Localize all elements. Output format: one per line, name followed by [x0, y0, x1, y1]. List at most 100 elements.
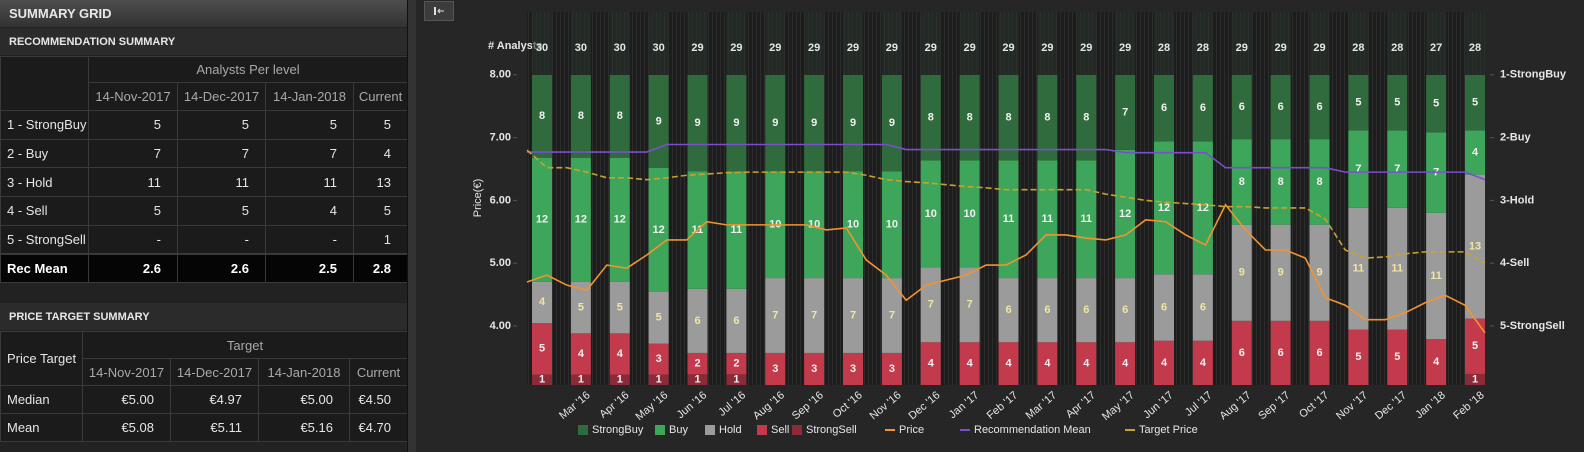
bar-segment	[648, 168, 669, 292]
analysts-count: 27	[1430, 42, 1442, 54]
analysts-count: 29	[808, 42, 820, 54]
bar-segment	[609, 281, 630, 334]
bar-value-label: 4	[1161, 357, 1168, 369]
bar-column-bg	[1154, 12, 1174, 75]
line-series	[527, 143, 1486, 181]
bar-value-label: 1	[617, 374, 623, 386]
bar-value-label: 6	[1278, 101, 1284, 113]
y-tick-label: 5.00	[490, 257, 511, 269]
value-cell: 5	[265, 110, 354, 140]
bar-value-label: 6	[1083, 304, 1089, 316]
analysts-label: # Analysts	[488, 40, 543, 52]
bar-segment	[998, 342, 1019, 385]
bar-column-bg	[648, 12, 669, 75]
bar-value-label: 5	[1355, 97, 1361, 109]
bar-value-label: 9	[772, 117, 778, 129]
value-cell: 11	[265, 167, 354, 198]
bar-value-label: 13	[1469, 241, 1481, 253]
bar-value-label: 6	[1122, 304, 1128, 316]
section-heading: PRICE TARGET SUMMARY	[0, 303, 407, 330]
bar-value-label: 11	[1430, 270, 1442, 282]
bar-segment	[1115, 149, 1136, 279]
analysts-count: 29	[1313, 42, 1325, 54]
line-series	[526, 203, 1486, 334]
bar-segment	[532, 374, 552, 385]
bar-segment	[726, 75, 747, 172]
bar-value-label: 6	[1161, 102, 1167, 114]
collapse-icon	[434, 7, 444, 15]
value-cell: 7	[177, 138, 266, 169]
bar-value-label: 7	[811, 309, 817, 321]
column-header: 14-Nov-2017	[88, 82, 178, 111]
bar-value-label: 6	[1044, 304, 1050, 316]
bar-column-bg	[532, 12, 552, 75]
value-cell: -	[177, 224, 266, 255]
bar-column-bg	[1309, 12, 1330, 75]
row-label: 5 - StrongSell	[0, 224, 89, 255]
bar-segment	[1154, 141, 1174, 275]
bar-value-label: 7	[967, 299, 973, 311]
y2-tick-label: 3-Hold	[1500, 194, 1534, 206]
value-cell: 11	[88, 167, 178, 198]
bar-value-label: 5	[1472, 340, 1478, 352]
bar-segment	[1154, 340, 1174, 385]
bar-segment	[532, 281, 552, 323]
bar-value-label: 6	[1161, 301, 1167, 313]
bar-segment	[687, 288, 708, 353]
bar-value-label: 9	[889, 117, 895, 129]
bar-segment	[532, 323, 552, 375]
x-tick-label: Jan '18	[1413, 389, 1448, 421]
bar-segment	[1076, 278, 1097, 343]
bar-value-label: 6	[1316, 347, 1322, 359]
bar-segment	[1037, 342, 1058, 385]
analysts-count: 29	[1002, 42, 1014, 54]
x-tick-label: Oct '17	[1297, 389, 1331, 420]
bar-value-label: 8	[1316, 176, 1322, 188]
legend-label: Hold	[719, 424, 742, 436]
x-tick-label: Nov '16	[868, 389, 904, 422]
x-tick-label: May '16	[633, 389, 670, 423]
value-cell: 4	[353, 138, 408, 169]
x-tick-label: Dec '16	[907, 389, 943, 422]
bar-value-label: 7	[1122, 106, 1128, 118]
bar-segment	[726, 288, 747, 353]
bar-value-label: 8	[1005, 112, 1011, 124]
bar-segment	[1465, 318, 1485, 374]
x-tick-label: Jul '17	[1183, 389, 1215, 418]
bar-value-label: 12	[536, 214, 548, 226]
bar-segment	[843, 278, 863, 353]
bar-value-label: 8	[578, 110, 584, 122]
analysts-count: 30	[575, 42, 587, 54]
bar-column-bg	[726, 12, 747, 75]
bar-segment	[765, 278, 786, 353]
bar-column-bg	[609, 12, 630, 75]
legend-swatch	[792, 425, 802, 435]
bar-value-label: 11	[692, 224, 704, 236]
bar-value-label: 6	[1005, 304, 1011, 316]
bar-segment	[1037, 160, 1058, 279]
analysts-count: 29	[1080, 42, 1092, 54]
bar-segment	[959, 160, 980, 268]
bar-segment	[687, 374, 708, 385]
splitter[interactable]	[407, 0, 416, 452]
bar-value-label: 11	[1391, 263, 1403, 275]
value-cell: 11	[177, 167, 266, 198]
bar-segment	[1231, 320, 1252, 385]
bar-segment	[765, 171, 786, 279]
total-cell: 2.8	[353, 253, 408, 284]
bar-value-label: 12	[653, 224, 665, 236]
bar-segment	[1348, 75, 1369, 131]
bar-value-label: 4	[1083, 358, 1090, 370]
bar-column-bg	[804, 12, 825, 75]
bar-value-label: 1	[578, 374, 584, 386]
bar-segment	[609, 75, 630, 158]
collapse-button[interactable]	[424, 1, 454, 21]
bar-segment	[532, 75, 552, 158]
bar-value-label: 6	[1316, 101, 1322, 113]
row-label: 3 - Hold	[0, 167, 89, 198]
bar-value-label: 6	[733, 315, 739, 327]
bar-value-label: 5	[1355, 351, 1361, 363]
bar-value-label: 9	[1278, 267, 1284, 279]
analysts-count: 29	[925, 42, 937, 54]
value-cell: €4.70	[349, 413, 408, 442]
